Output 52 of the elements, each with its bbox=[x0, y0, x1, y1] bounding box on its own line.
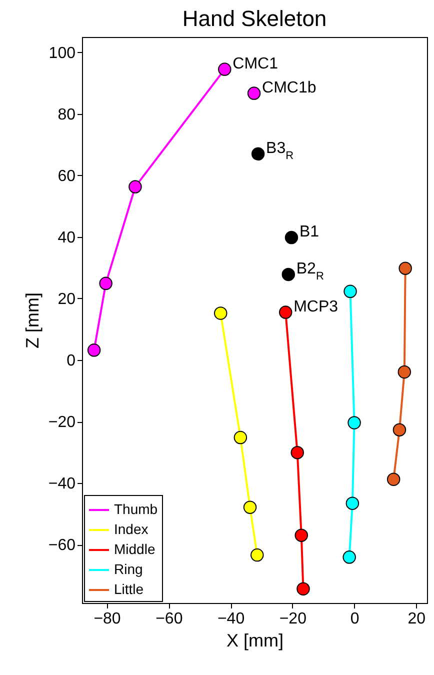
y-tick-label: 40 bbox=[58, 229, 76, 246]
annotation: CMC1 bbox=[232, 55, 278, 72]
legend-label: Thumb bbox=[114, 501, 158, 517]
point bbox=[284, 230, 298, 244]
point bbox=[282, 268, 296, 282]
point bbox=[342, 550, 356, 564]
point bbox=[128, 180, 142, 194]
point bbox=[250, 548, 264, 562]
y-tick-label: −20 bbox=[48, 414, 76, 432]
point bbox=[348, 416, 361, 430]
point bbox=[234, 430, 248, 444]
point bbox=[243, 500, 257, 514]
legend-label: Middle bbox=[114, 541, 156, 557]
legend-label: Ring bbox=[114, 561, 143, 577]
annotation: CMC1b bbox=[262, 79, 316, 96]
y-tick-label: 100 bbox=[48, 44, 76, 62]
point bbox=[398, 365, 412, 379]
y-tick-label: 80 bbox=[58, 106, 76, 124]
annotation: B1 bbox=[299, 224, 320, 241]
point bbox=[290, 446, 304, 460]
point bbox=[398, 262, 412, 275]
point bbox=[251, 147, 265, 161]
y-tick-label: −60 bbox=[48, 537, 76, 554]
point bbox=[386, 472, 400, 486]
legend-label: Little bbox=[114, 581, 144, 597]
point bbox=[87, 344, 101, 357]
y-tick-label: 60 bbox=[58, 168, 76, 185]
y-tick-label: −40 bbox=[48, 476, 76, 493]
point bbox=[344, 284, 357, 298]
x-tick-label: 20 bbox=[408, 610, 426, 628]
x-tick-label: −40 bbox=[217, 610, 245, 628]
point bbox=[278, 306, 292, 319]
annotation: B3$_{R}$ bbox=[266, 140, 294, 162]
x-tick-label: 0 bbox=[350, 610, 360, 628]
point bbox=[214, 306, 228, 320]
x-tick-label: −80 bbox=[94, 610, 121, 628]
x-tick-label: −20 bbox=[279, 610, 307, 628]
y-tick-label: 0 bbox=[66, 352, 76, 370]
x-axis-title: X [mm] bbox=[226, 630, 284, 650]
point bbox=[346, 496, 360, 510]
y-tick-label: 20 bbox=[58, 290, 76, 308]
y-axis-title: Z [mm] bbox=[22, 292, 42, 348]
chart-title: Hand Skeleton bbox=[182, 6, 327, 31]
annotation: MCP3 bbox=[294, 298, 338, 316]
point bbox=[294, 528, 308, 542]
point bbox=[99, 276, 112, 290]
x-tick-label: −60 bbox=[156, 610, 183, 628]
point bbox=[218, 62, 232, 76]
point bbox=[392, 423, 406, 436]
point bbox=[296, 582, 310, 596]
annotation: B2$_{R}$ bbox=[296, 260, 324, 282]
legend-label: Index bbox=[114, 521, 148, 537]
